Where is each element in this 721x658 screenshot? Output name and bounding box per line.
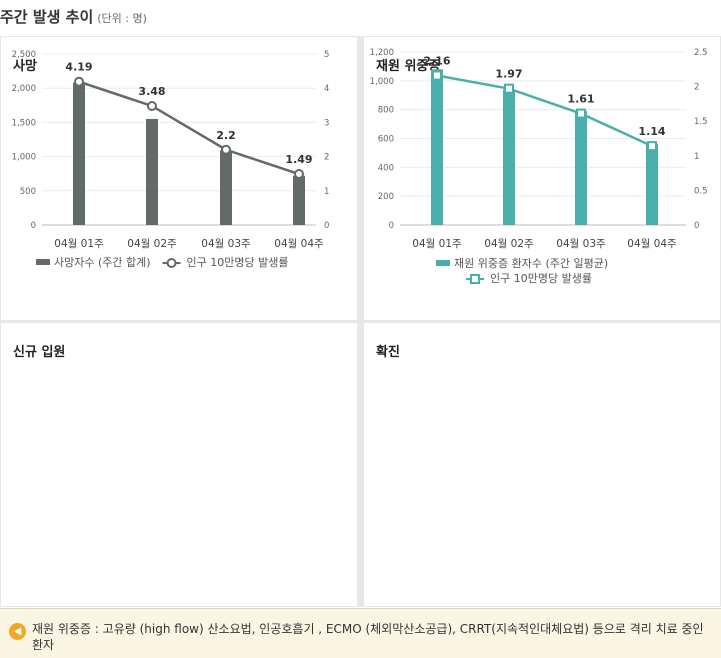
y-right-tick: 1 — [324, 187, 329, 197]
y-left-tick: 800 — [378, 106, 394, 116]
y-left-tick: 1,000 — [370, 77, 394, 87]
y-right-tick: 0.5 — [694, 186, 708, 196]
line-marker — [166, 258, 177, 268]
chart-death: 0 500 1,000 1,500 2,000 2,500 0 1 2 3 4 5 04월 01주 04월… — [12, 50, 330, 269]
y-left-tick: 200 — [378, 192, 394, 202]
line-marker — [147, 100, 157, 111]
data-label: 4.19 — [65, 61, 92, 74]
legend-bar-label: 사망자수 (주간 합계) — [54, 256, 151, 269]
unit-label: (단위 : 명) — [97, 12, 147, 25]
chart-title: 사망 — [13, 59, 37, 74]
y-left-tick: 1,000 — [12, 153, 36, 163]
y-left-tick: 500 — [20, 187, 36, 197]
bar — [575, 111, 587, 225]
legend-bar-swatch — [436, 260, 450, 266]
y-left-tick: 600 — [378, 135, 394, 145]
line-marker — [647, 141, 657, 152]
footnote-text: 재원 위중증 : 고유량 (high flow) 산소요법, 인공호흡기 , E… — [32, 622, 704, 652]
data-label: 2.16 — [423, 55, 450, 68]
legend-bar-swatch — [36, 259, 50, 265]
y-left-tick: 1,500 — [12, 118, 36, 128]
line-marker — [470, 274, 480, 284]
bar — [431, 69, 443, 225]
bar — [646, 144, 658, 225]
y-right-tick: 2 — [694, 83, 699, 93]
footnote: ◀ 재원 위중증 : 고유량 (high flow) 산소요법, 인공호흡기 ,… — [0, 608, 721, 658]
line-marker — [294, 169, 304, 180]
legend-line-label: 인구 10만명당 발생률 — [490, 272, 592, 285]
x-tick-label: 04월 03주 — [201, 238, 251, 250]
x-tick-label: 04월 02주 — [127, 238, 177, 250]
legend-bar-label: 재원 위중증 환자수 (주간 일평균) — [454, 256, 608, 270]
y-right-tick: 2.5 — [694, 48, 708, 58]
x-tick-label: 04월 01주 — [412, 238, 462, 250]
x-tick-label: 04월 01주 — [54, 238, 104, 250]
bar — [503, 89, 515, 225]
panel-confirmed: 확진 0500,0001,000,0001,500,0002,000,00005… — [364, 323, 720, 606]
page-header: 주간 발생 추이 (단위 : 명) — [0, 0, 721, 36]
y-right-tick: 0 — [694, 221, 699, 231]
page-title: 주간 발생 추이 (단위 : 명) — [0, 6, 147, 27]
line-marker — [221, 144, 231, 155]
chart-grid: 사망 0 500 1,000 1,500 2,000 2,500 0 1 2 3 4 5 04월 01주… — [0, 36, 721, 607]
series-line — [436, 74, 653, 148]
y-right-tick: 1.5 — [694, 117, 708, 127]
y-right-tick: 5 — [324, 50, 329, 60]
data-label: 1.14 — [638, 125, 665, 138]
series-line — [78, 80, 300, 176]
bar — [220, 150, 232, 225]
page-title-text: 주간 발생 추이 — [0, 8, 94, 26]
data-label: 3.48 — [138, 85, 165, 98]
line-marker — [74, 76, 84, 87]
x-tick-label: 04월 03주 — [556, 238, 606, 250]
y-left-tick: 0 — [31, 221, 36, 231]
x-tick-label: 04월 04주 — [274, 238, 324, 250]
chart-hospitalized: 02,0004,0006,0008,00010,00012,0000510152… — [1, 323, 357, 606]
x-tick-label: 04월 04주 — [627, 238, 677, 250]
bar — [293, 175, 305, 225]
data-label: 2.2 — [216, 129, 236, 142]
y-right-tick: 2 — [324, 153, 329, 163]
chart-title: 확진 — [376, 345, 400, 360]
y-right-tick: 4 — [324, 84, 329, 94]
y-right-tick: 1 — [694, 152, 699, 162]
legend-line-label: 인구 10만명당 발생률 — [187, 256, 289, 269]
line-marker — [576, 108, 586, 119]
speaker-icon: ◀ — [9, 623, 26, 640]
data-label: 1.49 — [285, 153, 312, 166]
y-left-tick: 2,000 — [12, 84, 36, 94]
line-marker — [504, 83, 514, 94]
data-label: 1.61 — [567, 93, 594, 106]
x-tick-label: 04월 02주 — [484, 238, 534, 250]
bar — [146, 118, 158, 225]
data-label: 1.97 — [495, 68, 522, 81]
y-left-tick: 400 — [378, 163, 394, 173]
panel-critical: 재원 위중증 0 200 400 600 800 1,000 1,200 0 0.5 1 1.5 2 2… — [364, 37, 720, 320]
y-right-tick: 0 — [324, 221, 329, 231]
y-right-tick: 3 — [324, 118, 329, 128]
chart-title: 신규 입원 — [13, 345, 66, 360]
line-marker — [432, 70, 442, 81]
chart-confirmed: 0500,0001,000,0001,500,0002,000,00005001… — [364, 323, 720, 606]
panel-hospitalized: 신규 입원 02,0004,0006,0008,00010,00012,0000… — [1, 323, 357, 606]
y-left-tick: 1,200 — [370, 48, 394, 58]
chart-title: 재원 위중증 — [376, 59, 441, 74]
bar — [73, 82, 85, 225]
y-left-tick: 2,500 — [12, 50, 36, 60]
panel-death: 사망 0 500 1,000 1,500 2,000 2,500 0 1 2 3 4 5 04월 01주… — [1, 37, 357, 320]
y-left-tick: 0 — [389, 221, 394, 231]
chart-critical: 0 200 400 600 800 1,000 1,200 0 0.5 1 1.5 2 2.5 04월 0… — [370, 48, 708, 285]
